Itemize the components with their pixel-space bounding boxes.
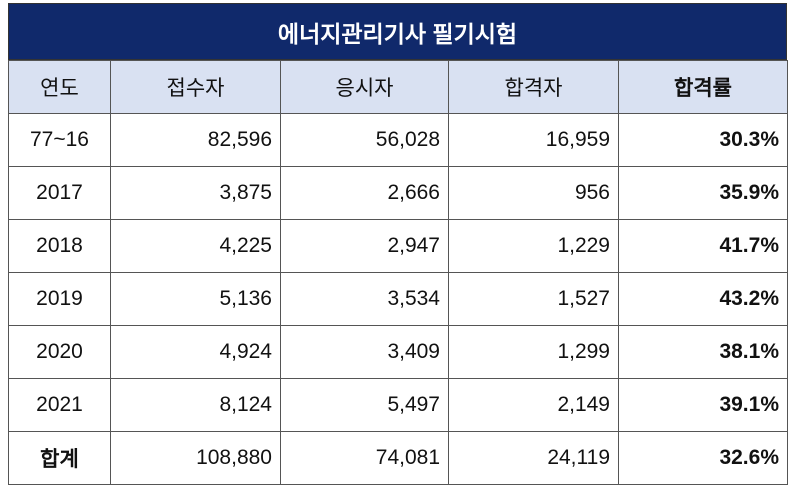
data-row-cell: 2,666 bbox=[280, 166, 449, 220]
data-row-cell: 1,229 bbox=[448, 219, 619, 273]
data-row-cell: 3,875 bbox=[110, 166, 281, 220]
data-row-cell: 3,409 bbox=[280, 325, 449, 379]
data-row-cell: 82,596 bbox=[110, 113, 281, 167]
data-row-cell: 5,136 bbox=[110, 272, 281, 326]
data-row: 2021 8,124 5,497 2,149 39.1% bbox=[8, 378, 788, 432]
data-row-cell: 77~16 bbox=[8, 113, 111, 167]
total-row-cell: 24,119 bbox=[448, 431, 619, 485]
data-row-cell: 56,028 bbox=[280, 113, 449, 167]
data-row-cell: 2,947 bbox=[280, 219, 449, 273]
data-table: 연도 접수자 응시자 합격자 합격률 77~16 82,596 56,028 16,959 30.… bbox=[8, 60, 788, 485]
data-row: 2019 5,136 3,534 1,527 43.2% bbox=[8, 272, 788, 326]
data-row: 2018 4,225 2,947 1,229 41.7% bbox=[8, 219, 788, 273]
data-row-cell: 8,124 bbox=[110, 378, 281, 432]
total-row-cell: 108,880 bbox=[110, 431, 281, 485]
data-row-cell: 4,924 bbox=[110, 325, 281, 379]
data-row-cell: 2018 bbox=[8, 219, 111, 273]
data-row-cell: 2021 bbox=[8, 378, 111, 432]
data-row-cell: 2019 bbox=[8, 272, 111, 326]
data-row-cell: 2017 bbox=[8, 166, 111, 220]
header-row-cell: 합격률 bbox=[618, 60, 788, 114]
data-row-cell: 35.9% bbox=[618, 166, 788, 220]
header-row-cell: 응시자 bbox=[280, 60, 449, 114]
data-row: 2020 4,924 3,409 1,299 38.1% bbox=[8, 325, 788, 379]
table-title: 에너지관리기사 필기시험 bbox=[8, 3, 787, 60]
data-row-cell: 43.2% bbox=[618, 272, 788, 326]
data-row-cell: 39.1% bbox=[618, 378, 788, 432]
data-row-cell: 1,299 bbox=[448, 325, 619, 379]
header-row-cell: 접수자 bbox=[110, 60, 281, 114]
data-row-cell: 16,959 bbox=[448, 113, 619, 167]
data-row-cell: 3,534 bbox=[280, 272, 449, 326]
total-row-cell: 74,081 bbox=[280, 431, 449, 485]
table-container: 에너지관리기사 필기시험 연도 접수자 응시자 합격자 합격률 77~16 82,596 56… bbox=[8, 3, 788, 485]
header-row-cell: 합격자 bbox=[448, 60, 619, 114]
total-row-cell: 합계 bbox=[8, 431, 111, 485]
data-row-cell: 5,497 bbox=[280, 378, 449, 432]
header-row: 연도 접수자 응시자 합격자 합격률 bbox=[8, 60, 788, 114]
header-row-cell: 연도 bbox=[8, 60, 111, 114]
data-row-cell: 2,149 bbox=[448, 378, 619, 432]
data-row-cell: 30.3% bbox=[618, 113, 788, 167]
total-row: 합계 108,880 74,081 24,119 32.6% bbox=[8, 431, 788, 485]
data-row-cell: 4,225 bbox=[110, 219, 281, 273]
data-row-cell: 38.1% bbox=[618, 325, 788, 379]
data-row: 77~16 82,596 56,028 16,959 30.3% bbox=[8, 113, 788, 167]
data-row-cell: 1,527 bbox=[448, 272, 619, 326]
data-row-cell: 41.7% bbox=[618, 219, 788, 273]
data-row-cell: 956 bbox=[448, 166, 619, 220]
data-row: 2017 3,875 2,666 956 35.9% bbox=[8, 166, 788, 220]
data-row-cell: 2020 bbox=[8, 325, 111, 379]
total-row-cell: 32.6% bbox=[618, 431, 788, 485]
